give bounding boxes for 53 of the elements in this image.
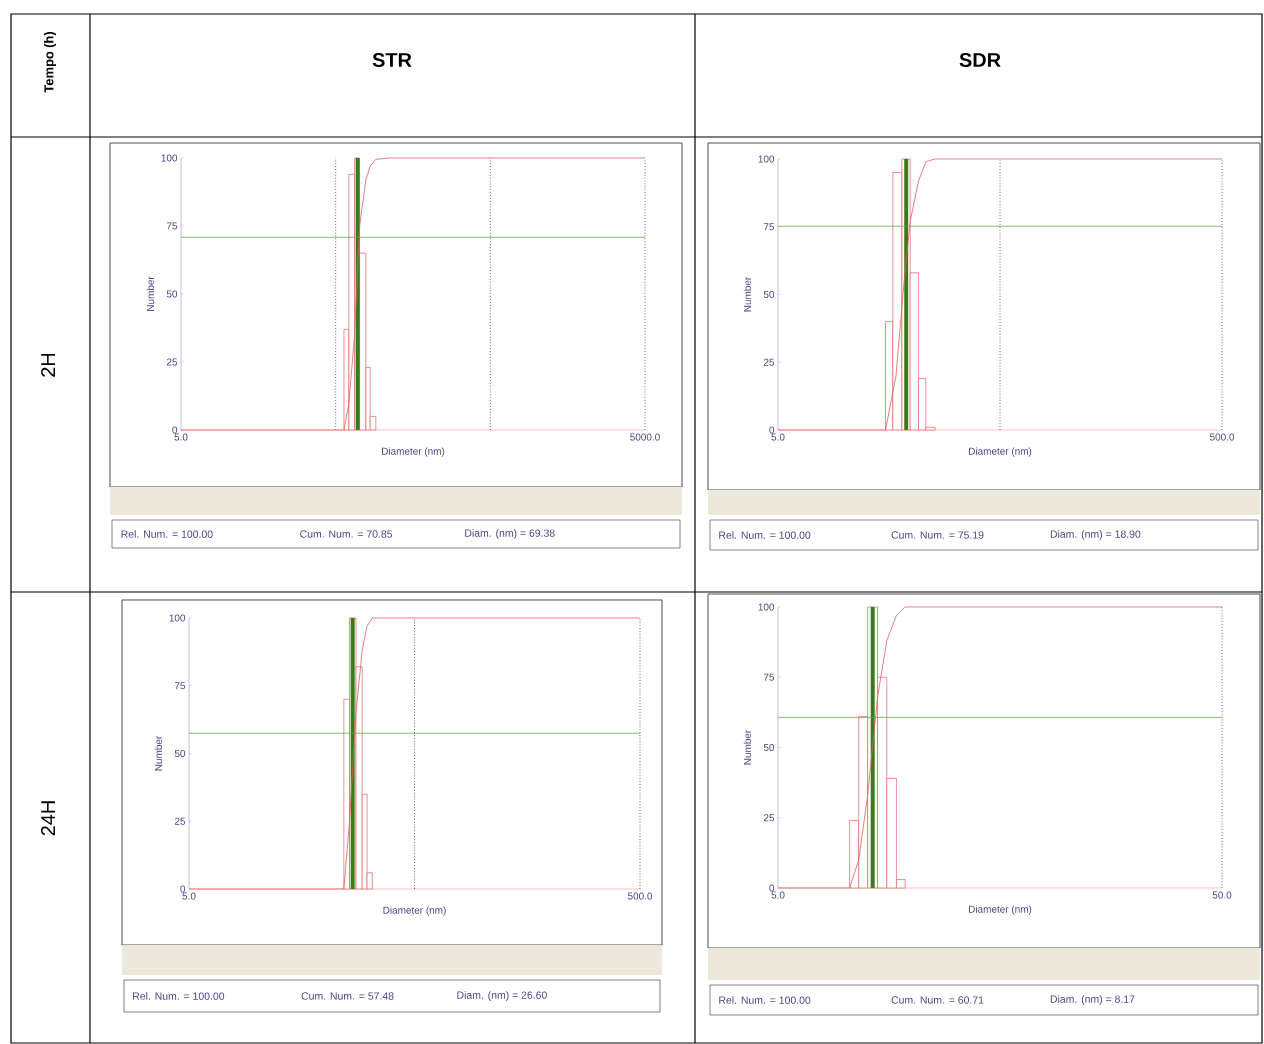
text: STR (372, 52, 412, 68)
y-tick-label: 0 (769, 884, 775, 892)
x-tick-label: 50.0 (1212, 891, 1232, 899)
y-tick-label: 50 (166, 290, 178, 298)
text: Rel. Num. = 100.00 (719, 531, 811, 539)
y-tick-label: 75 (763, 223, 775, 231)
text: Cum. Num. = 70.85 (300, 530, 393, 538)
y-axis-title: Number (146, 276, 155, 311)
y-tick-label: 25 (763, 358, 775, 366)
text: Diam. (nm) = 69.38 (465, 529, 555, 539)
y-tick-label: 100 (169, 614, 186, 622)
x-axis-title: Diameter (nm) (969, 447, 1032, 457)
y-tick-label: 50 (763, 290, 775, 299)
text: Tempo (h) (43, 31, 57, 93)
y-tick-label: 0 (180, 885, 186, 893)
y-tick-label: 50 (174, 749, 186, 758)
x-tick-label: 5.0 (174, 433, 188, 441)
text: Cum. Num. = 60.71 (891, 996, 984, 1004)
text: 24H (41, 801, 55, 836)
y-tick-label: 25 (166, 358, 178, 366)
x-tick-label: 5.0 (182, 892, 196, 900)
x-tick-label: 5.0 (771, 891, 785, 899)
text: Rel. Num. = 100.00 (121, 530, 213, 538)
text: Diam. (nm) = 8.17 (1050, 995, 1135, 1005)
y-tick-label: 0 (172, 426, 178, 434)
text: Rel. Num. = 100.00 (133, 992, 225, 1000)
y-tick-label: 100 (758, 603, 775, 611)
text: Diam. (nm) = 26.60 (457, 991, 547, 1001)
y-tick-label: 75 (166, 222, 178, 230)
text: 2H (41, 353, 55, 377)
text: Cum. Num. = 57.48 (301, 992, 394, 1000)
x-axis-title: Diameter (nm) (383, 906, 446, 916)
y-tick-label: 75 (763, 673, 775, 681)
text: Cum. Num. = 75.19 (891, 531, 984, 539)
x-tick-label: 500.0 (627, 892, 653, 900)
y-tick-label: 0 (769, 426, 775, 434)
y-axis-title: Number (154, 735, 163, 771)
text: Rel. Num. = 100.00 (719, 996, 811, 1004)
y-tick-label: 25 (763, 814, 775, 822)
x-tick-label: 500.0 (1209, 433, 1235, 441)
y-axis-title: Number (743, 276, 752, 312)
x-tick-label: 5000.0 (630, 433, 660, 441)
y-axis-title: Number (743, 729, 752, 765)
x-tick-label: 5.0 (771, 433, 785, 441)
y-tick-label: 100 (758, 155, 775, 163)
text: Diam. (nm) = 18.90 (1050, 530, 1141, 540)
y-tick-label: 100 (161, 154, 178, 162)
y-tick-label: 25 (174, 817, 186, 825)
y-tick-label: 50 (763, 743, 775, 752)
x-axis-title: Diameter (nm) (381, 447, 445, 457)
x-axis-title: Diameter (nm) (969, 905, 1032, 915)
text: SDR (959, 52, 1001, 68)
y-tick-label: 75 (174, 682, 186, 690)
